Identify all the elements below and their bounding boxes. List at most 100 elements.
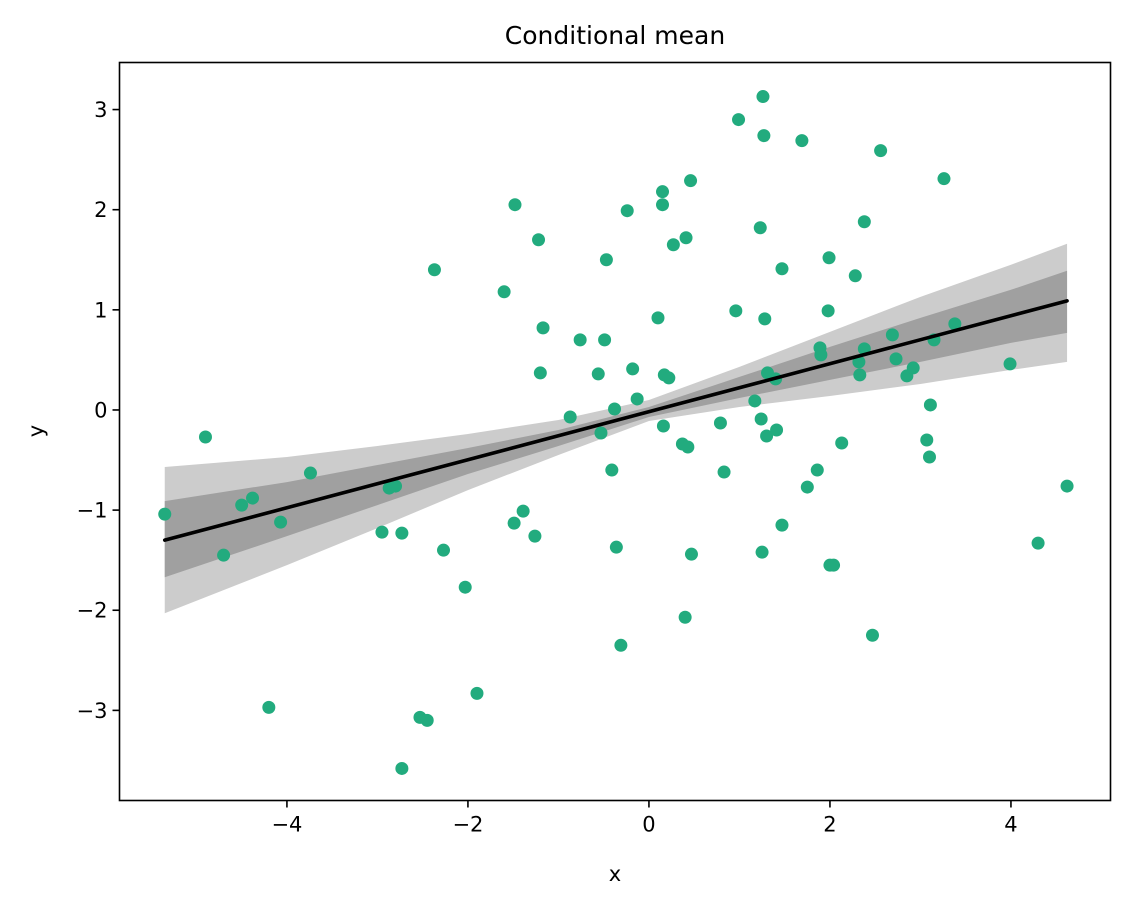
data-point bbox=[885, 328, 899, 342]
data-point bbox=[748, 394, 762, 408]
data-point bbox=[920, 433, 934, 447]
data-point bbox=[420, 713, 434, 727]
data-point bbox=[923, 398, 937, 412]
data-point bbox=[591, 367, 605, 381]
data-point bbox=[608, 402, 622, 416]
data-point bbox=[681, 440, 695, 454]
data-point bbox=[235, 498, 249, 512]
data-point bbox=[821, 304, 835, 318]
data-point bbox=[1003, 357, 1017, 371]
data-point bbox=[158, 507, 172, 521]
data-point bbox=[614, 638, 628, 652]
data-point bbox=[775, 262, 789, 276]
data-point bbox=[458, 580, 472, 594]
data-point bbox=[508, 198, 522, 212]
data-point bbox=[800, 480, 814, 494]
plot-area bbox=[158, 90, 1074, 775]
data-point bbox=[427, 263, 441, 277]
data-point bbox=[497, 285, 511, 299]
y-tick-label: 2 bbox=[94, 198, 107, 222]
data-point bbox=[923, 450, 936, 464]
data-point bbox=[395, 761, 409, 775]
data-point bbox=[732, 113, 746, 127]
y-tick-label: −2 bbox=[77, 599, 108, 623]
data-point bbox=[758, 312, 772, 326]
data-point bbox=[754, 412, 768, 426]
data-point bbox=[536, 321, 550, 335]
data-point bbox=[835, 436, 849, 450]
data-point bbox=[620, 204, 634, 218]
y-tick-label: −1 bbox=[77, 499, 108, 523]
data-point bbox=[389, 479, 403, 493]
y-axis: −3 −2 −1 0 1 2 3 bbox=[77, 98, 120, 723]
data-point bbox=[656, 198, 670, 212]
data-point bbox=[848, 269, 862, 283]
conditional-mean-line bbox=[162, 299, 1069, 542]
data-point bbox=[679, 231, 693, 245]
data-point bbox=[810, 463, 824, 477]
data-point bbox=[713, 416, 727, 430]
data-point bbox=[814, 348, 828, 362]
data-point bbox=[865, 628, 879, 642]
y-tick-label: 0 bbox=[94, 398, 107, 422]
data-point bbox=[1060, 479, 1074, 493]
data-point bbox=[599, 253, 613, 267]
scatter-points bbox=[158, 90, 1074, 775]
y-tick-label: 3 bbox=[94, 98, 107, 122]
data-point bbox=[827, 558, 841, 572]
y-tick-label: 1 bbox=[94, 298, 107, 322]
data-point bbox=[528, 529, 542, 543]
data-point bbox=[246, 491, 260, 505]
data-point bbox=[760, 429, 774, 443]
inner-interval-band bbox=[164, 270, 1068, 578]
data-point bbox=[507, 516, 521, 530]
x-tick-label: 4 bbox=[1004, 813, 1017, 837]
x-axis: −4 −2 0 2 4 bbox=[271, 800, 1018, 837]
outer-interval-band bbox=[164, 243, 1068, 614]
data-point bbox=[626, 362, 640, 376]
data-point bbox=[795, 134, 809, 148]
data-point bbox=[375, 525, 389, 539]
data-point bbox=[395, 526, 409, 540]
data-point bbox=[656, 419, 670, 433]
y-tick-label: −3 bbox=[77, 699, 108, 723]
data-point bbox=[656, 185, 670, 199]
data-point bbox=[594, 426, 608, 440]
data-point bbox=[217, 548, 231, 562]
data-point bbox=[262, 700, 276, 714]
data-point bbox=[756, 90, 770, 104]
y-axis-label: y bbox=[24, 425, 48, 437]
data-point bbox=[775, 518, 789, 532]
x-tick-label: 0 bbox=[642, 813, 655, 837]
data-point bbox=[889, 352, 903, 366]
data-point bbox=[274, 515, 288, 529]
data-point bbox=[753, 221, 767, 235]
data-point bbox=[532, 233, 546, 247]
axes-frame bbox=[118, 61, 1112, 802]
data-point bbox=[684, 174, 698, 188]
data-point bbox=[609, 540, 623, 554]
data-point bbox=[198, 430, 212, 444]
chart-title: Conditional mean bbox=[505, 21, 725, 50]
x-tick-label: −4 bbox=[271, 813, 302, 837]
data-point bbox=[755, 545, 769, 559]
data-point bbox=[533, 366, 547, 380]
data-point bbox=[729, 304, 743, 318]
x-tick-label: 2 bbox=[823, 813, 836, 837]
data-point bbox=[684, 547, 698, 561]
data-point bbox=[874, 144, 888, 158]
data-point bbox=[303, 466, 317, 480]
data-point bbox=[605, 463, 619, 477]
data-point bbox=[770, 423, 784, 437]
data-point bbox=[757, 129, 771, 143]
data-point bbox=[516, 504, 530, 518]
data-point bbox=[948, 317, 962, 331]
data-point bbox=[857, 215, 871, 229]
data-point bbox=[678, 610, 692, 624]
data-point bbox=[853, 368, 867, 382]
data-point bbox=[630, 392, 644, 406]
data-point bbox=[437, 543, 450, 557]
data-point bbox=[470, 686, 484, 700]
